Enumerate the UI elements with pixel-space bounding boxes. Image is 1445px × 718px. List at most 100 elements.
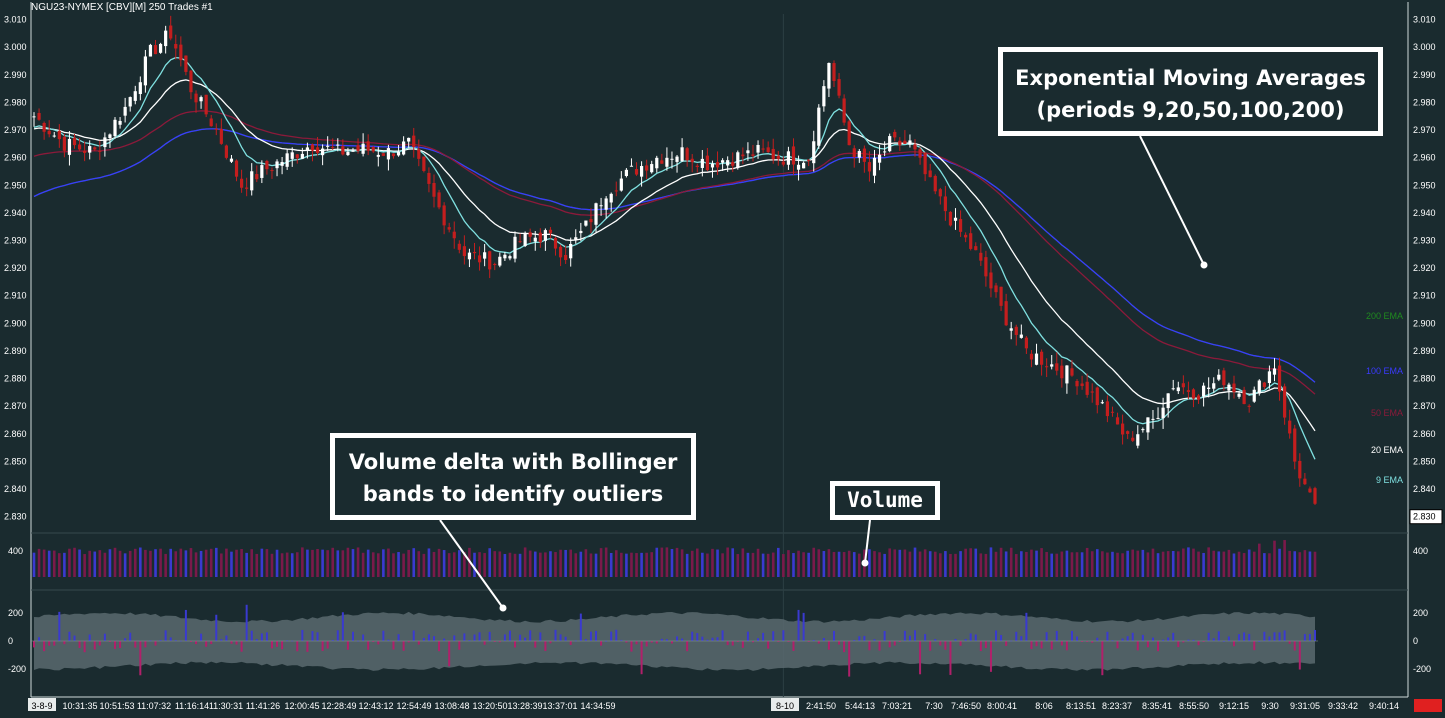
candle-up bbox=[260, 165, 264, 178]
volume-callout-pointer-dot bbox=[861, 559, 869, 567]
volume-bar bbox=[214, 547, 218, 577]
delta-bar bbox=[1070, 631, 1073, 641]
delta-bar bbox=[1015, 631, 1018, 641]
candle-up bbox=[857, 151, 861, 158]
delta-bar bbox=[114, 641, 117, 649]
candle-up bbox=[796, 164, 801, 170]
candle-down bbox=[731, 161, 735, 166]
volume-bar bbox=[1111, 551, 1114, 577]
volume-bar bbox=[949, 553, 952, 577]
chart-title: NGU23-NYMEX [CBV][M] 250 Trades #1 bbox=[31, 2, 213, 13]
volume-bar bbox=[326, 550, 329, 577]
delta-bar bbox=[898, 641, 901, 642]
delta-bar bbox=[458, 641, 461, 650]
volume-bar bbox=[1045, 551, 1048, 577]
time-tick-label: 8:23:37 bbox=[1102, 701, 1132, 711]
price-tick-label: 2.990 bbox=[4, 70, 27, 80]
volume-bar bbox=[1237, 551, 1241, 577]
delta-bar bbox=[1278, 632, 1281, 641]
candle-down bbox=[295, 154, 299, 159]
delta-bar bbox=[493, 641, 496, 642]
volume-bar bbox=[1151, 548, 1155, 577]
delta-bar bbox=[1243, 632, 1246, 641]
time-tick-label: 11:30:31 bbox=[209, 701, 243, 711]
delta-bar bbox=[103, 633, 106, 641]
session-date-box bbox=[28, 698, 56, 711]
volume-bar bbox=[999, 547, 1003, 577]
delta-bar bbox=[1273, 632, 1276, 641]
delta-bar bbox=[1121, 638, 1124, 641]
volume-bar bbox=[594, 553, 598, 577]
candle-up bbox=[305, 147, 310, 151]
candle-down bbox=[447, 227, 451, 230]
delta-callout-pointer bbox=[439, 519, 504, 609]
candle-down bbox=[685, 148, 689, 161]
delta-bar bbox=[463, 633, 466, 641]
delta-bar bbox=[93, 641, 96, 650]
delta-bar bbox=[969, 633, 972, 641]
volume-bar bbox=[1242, 553, 1246, 577]
candle-down bbox=[832, 63, 836, 82]
candle-up bbox=[1212, 383, 1216, 389]
candle-down bbox=[589, 219, 593, 223]
volume-bar bbox=[827, 549, 831, 577]
volume-bar bbox=[1278, 548, 1281, 577]
delta-bar bbox=[736, 641, 739, 642]
volume-bar bbox=[994, 551, 998, 577]
delta-bar bbox=[341, 612, 344, 641]
delta-bar bbox=[995, 630, 998, 641]
price-tick-label: 2.860 bbox=[4, 429, 27, 439]
delta-bar bbox=[726, 641, 729, 646]
candle-up bbox=[710, 163, 715, 168]
delta-bar bbox=[514, 641, 517, 648]
candle-up bbox=[1034, 353, 1039, 365]
delta-bar bbox=[979, 641, 982, 652]
volume-bar bbox=[716, 549, 719, 577]
candle-down bbox=[209, 118, 213, 127]
last-price-label: 2.830 bbox=[1413, 512, 1436, 522]
volume-bar bbox=[1146, 552, 1150, 577]
candle-down bbox=[174, 43, 178, 49]
delta-bar bbox=[1167, 637, 1170, 641]
volume-bar bbox=[98, 550, 102, 577]
candle-down bbox=[1029, 353, 1034, 360]
delta-bar bbox=[974, 634, 977, 641]
volume-bar bbox=[174, 551, 178, 577]
candle-down bbox=[214, 128, 218, 130]
volume-bar bbox=[539, 552, 542, 577]
time-tick-label: 9:33:42 bbox=[1328, 701, 1358, 711]
candle-down bbox=[331, 147, 335, 149]
delta-bar bbox=[68, 631, 71, 641]
ema-label: 20 EMA bbox=[1371, 445, 1403, 455]
delta-bar bbox=[139, 641, 142, 676]
volume-bar bbox=[32, 552, 36, 577]
price-tick-label: 2.960 bbox=[4, 153, 27, 163]
status-indicator[interactable] bbox=[1414, 699, 1442, 712]
volume-bar bbox=[377, 553, 380, 577]
volume-bar bbox=[133, 548, 137, 577]
delta-bar bbox=[863, 635, 866, 641]
delta-bar bbox=[782, 630, 785, 641]
delta-bar bbox=[407, 641, 410, 643]
volume-bar bbox=[1095, 549, 1099, 577]
ema-50-line bbox=[33, 110, 1316, 395]
candle-up bbox=[108, 134, 112, 139]
volume-bar bbox=[68, 548, 71, 577]
price-tick-label: 2.990 bbox=[1413, 70, 1436, 80]
delta-bar bbox=[635, 641, 638, 645]
candle-down bbox=[442, 205, 446, 226]
volume-bar bbox=[270, 553, 274, 577]
delta-bar bbox=[1005, 641, 1008, 646]
candle-down bbox=[72, 137, 77, 146]
ema-9-line bbox=[33, 56, 1316, 460]
volume-bar bbox=[240, 549, 243, 577]
volume-bar bbox=[574, 553, 578, 577]
delta-bar bbox=[392, 641, 395, 650]
delta-bar bbox=[134, 641, 137, 648]
candle-down bbox=[265, 161, 269, 170]
price-tick-label: 2.840 bbox=[1413, 484, 1436, 494]
delta-bar bbox=[1162, 639, 1165, 641]
volume-bar bbox=[817, 549, 821, 577]
